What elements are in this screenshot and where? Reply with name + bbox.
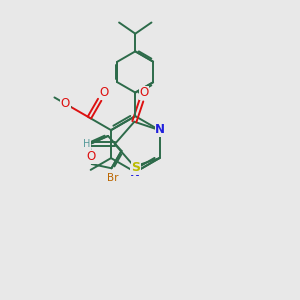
Text: N: N — [130, 166, 140, 179]
Text: Br: Br — [107, 173, 119, 183]
Text: H: H — [83, 139, 91, 149]
Text: N: N — [155, 123, 165, 136]
Text: O: O — [139, 86, 148, 100]
Text: O: O — [99, 86, 108, 99]
Text: S: S — [131, 161, 140, 175]
Text: O: O — [87, 150, 96, 163]
Text: O: O — [61, 97, 70, 110]
